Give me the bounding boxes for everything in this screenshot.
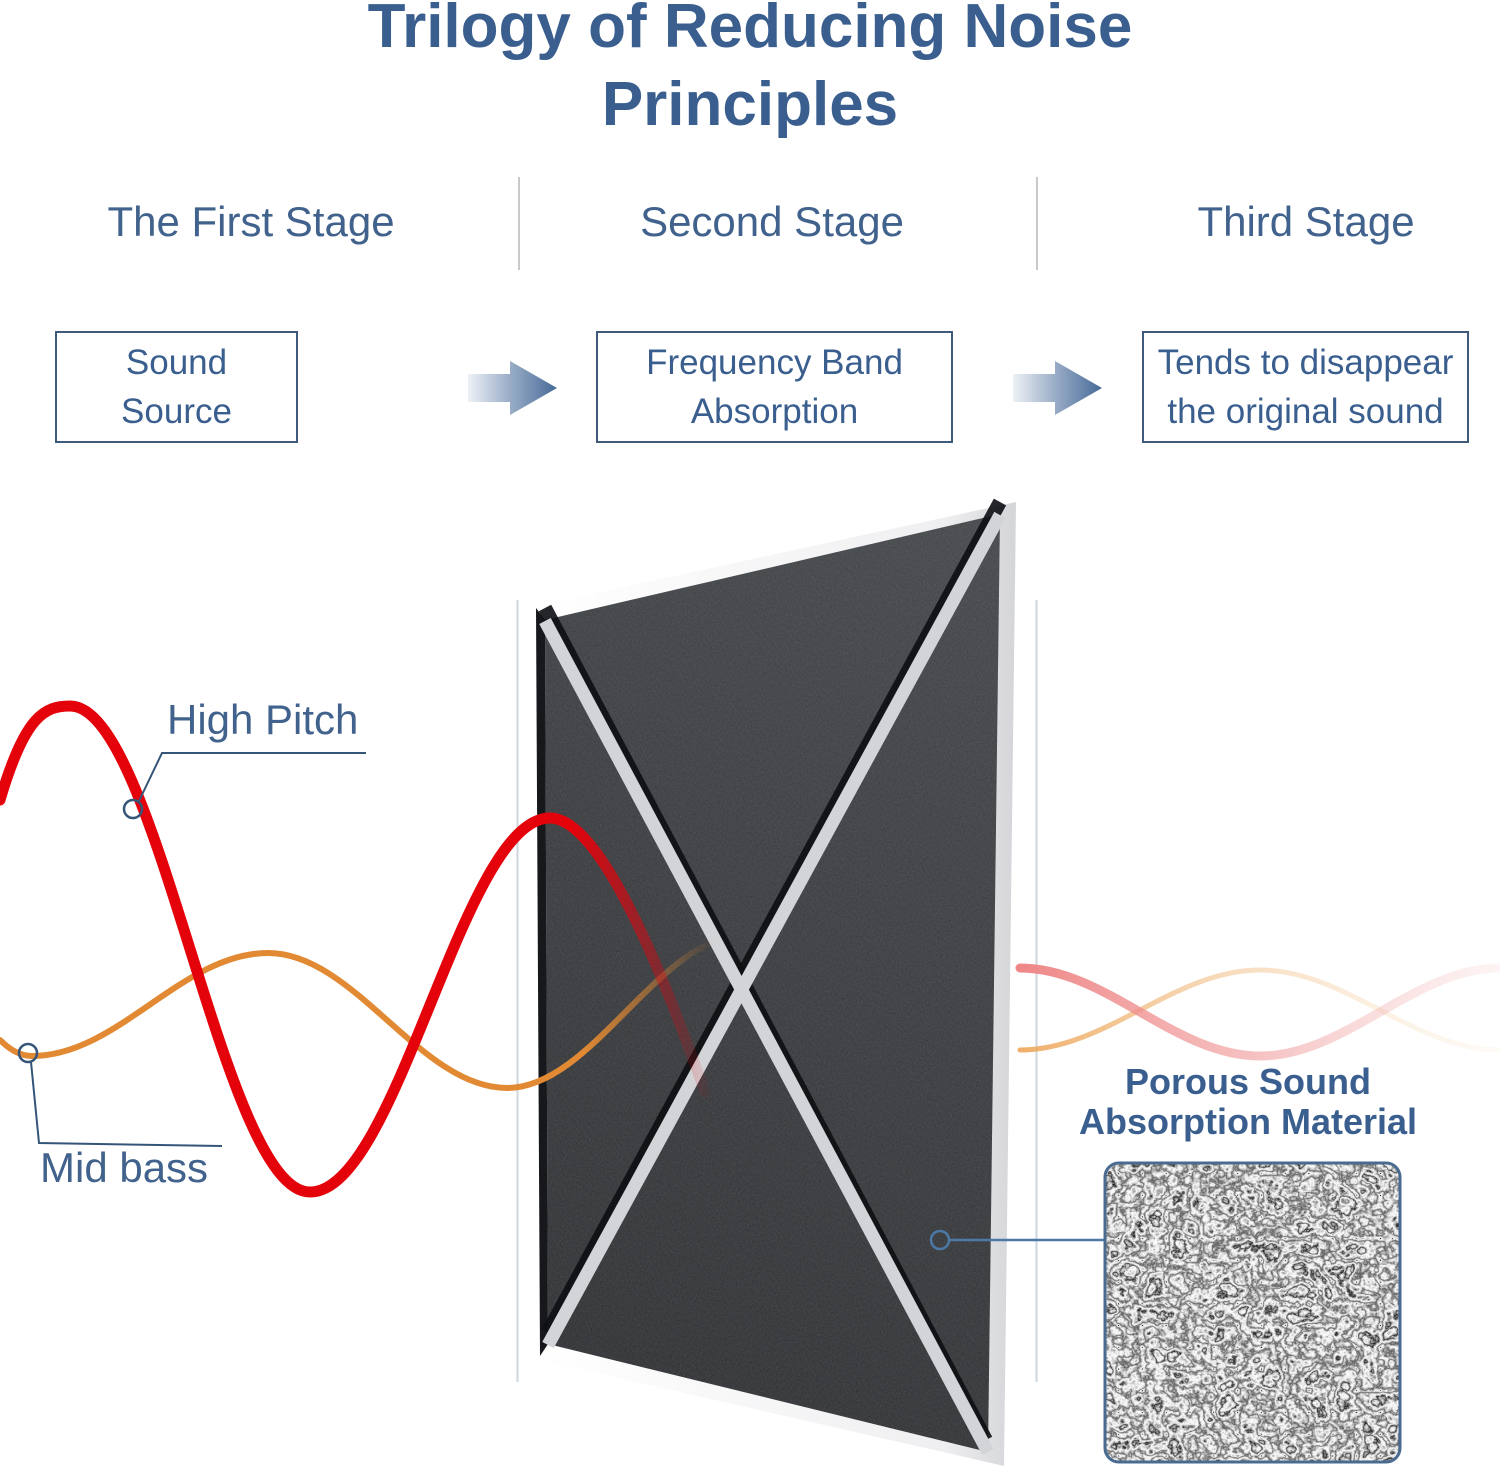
flow-box-frequency-absorption: Frequency Band Absorption bbox=[596, 331, 953, 443]
header-column-dividers bbox=[518, 177, 1038, 270]
flow-box-line1: Sound bbox=[125, 343, 228, 382]
incoming-sound-waves bbox=[0, 700, 748, 1198]
page-title-line1: Trilogy of Reducing Noise bbox=[367, 0, 1133, 61]
stage-label-first: The First Stage bbox=[107, 198, 395, 245]
porous-material-label: Porous Sound Absorption Material bbox=[1079, 1062, 1417, 1142]
porous-material-callout bbox=[929, 1229, 1104, 1251]
flow-box-line2: Absorption bbox=[690, 392, 859, 431]
acoustic-panel-illustration bbox=[536, 498, 1016, 1466]
porous-material-label-line1: Porous Sound bbox=[1125, 1061, 1371, 1102]
flow-arrow-icon bbox=[1013, 361, 1102, 415]
high-pitch-label: High Pitch bbox=[167, 696, 359, 743]
callout-lines bbox=[17, 752, 1104, 1251]
faded-orange-wave bbox=[1017, 967, 1500, 1053]
mid-bass-label: Mid bass bbox=[40, 1144, 209, 1191]
stage-label-third: Third Stage bbox=[1197, 198, 1415, 245]
page-title-line2: Principles bbox=[601, 70, 899, 139]
mid-bass-callout bbox=[17, 1042, 223, 1147]
flow-box-sound-source: Sound Source bbox=[55, 331, 298, 443]
high-pitch-wave bbox=[0, 700, 711, 1198]
material-texture-box bbox=[1103, 1161, 1402, 1464]
page-title: Trilogy of Reducing Noise Principles bbox=[0, 0, 1500, 144]
flow-box-line1: Tends to disappear bbox=[1157, 343, 1454, 382]
mid-bass-wave bbox=[0, 932, 748, 1092]
flow-box-line1: Frequency Band bbox=[646, 343, 903, 382]
flow-arrow-icon bbox=[468, 361, 557, 415]
panel-left-shadow bbox=[536, 608, 548, 1356]
illustration-column-dividers bbox=[516, 600, 1038, 1382]
flow-box-line2: the original sound bbox=[1167, 392, 1444, 431]
flow-box-disappear-sound: Tends to disappear the original sound bbox=[1142, 331, 1469, 443]
high-pitch-callout bbox=[122, 752, 366, 820]
porous-material-label-line2: Absorption Material bbox=[1078, 1101, 1418, 1142]
panel-x-grooves bbox=[538, 498, 1007, 1456]
faded-pink-wave bbox=[1015, 963, 1500, 1061]
outgoing-sound-waves bbox=[1015, 963, 1500, 1061]
stage-label-second: Second Stage bbox=[640, 198, 904, 245]
flow-box-line2: Source bbox=[121, 392, 232, 431]
